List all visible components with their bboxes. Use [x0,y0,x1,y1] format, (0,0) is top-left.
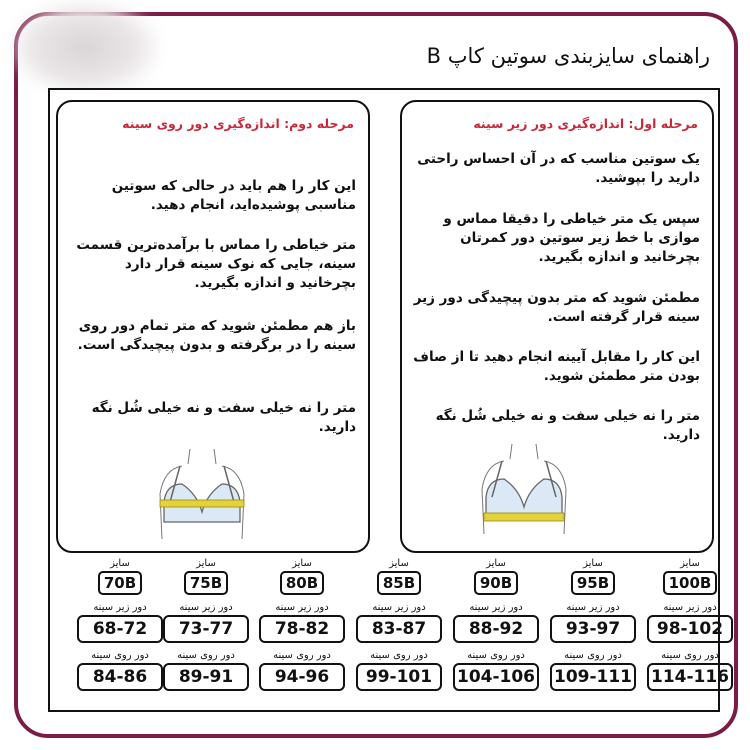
bust-value: 99-101 [356,663,442,691]
size-value: 90B [473,571,519,595]
size-value: 75B [183,571,229,595]
step1-paragraph: متر را نه خیلی سفت و نه خیلی شُل نگه دار… [435,408,700,443]
size-column: سایز 75B دور زیر سینه 73-77 دور روی سینه… [161,557,251,697]
size-label: سایز [196,558,216,569]
step1-paragraph: سپس یک متر خیاطی را دقیقا مماس و موازی ب… [443,211,700,265]
tape-measure-icon [483,512,565,522]
step1-paragraph: این کار را مقابل آیینه انجام دهید تا از … [413,349,700,384]
underbust-value: 83-87 [356,615,442,643]
size-column: سایز 70B دور زیر سینه 68-72 دور روی سینه… [75,557,165,697]
size-label: سایز [680,558,700,569]
step1-paragraph: مطمئن شوید که متر بدون پیچیدگی دور زیر س… [413,290,700,325]
underbust-value: 88-92 [453,615,539,643]
bust-value: 89-91 [163,663,249,691]
step2-heading: مرحله دوم: اندازه‌گیری دور روی سینه [122,116,354,131]
size-value: 95B [570,571,616,595]
size-value: 100B [662,571,718,595]
step1-heading: مرحله اول: اندازه‌گیری دور زیر سینه [473,116,698,131]
bust-value: 94-96 [259,663,345,691]
page-title: راهنمای سایزبندی سوتین کاپ B [426,44,710,68]
underbust-label: دور زیر سینه [93,602,147,613]
size-value: 80B [279,571,325,595]
step1-paragraph: یک سوتین مناسب که در آن احساس راحتی داری… [417,151,700,186]
size-column: سایز 85B دور زیر سینه 83-87 دور روی سینه… [354,557,444,697]
underbust-label: دور زیر سینه [566,602,620,613]
bust-label: دور روی سینه [370,650,428,661]
blurred-logo [10,0,160,95]
size-label: سایز [110,558,130,569]
bust-value: 104-106 [453,663,539,691]
size-value: 85B [376,571,422,595]
bust-value: 109-111 [550,663,636,691]
underbust-value: 98-102 [647,615,733,643]
size-value: 70B [97,571,143,595]
underbust-value: 68-72 [77,615,163,643]
underbust-label: دور زیر سینه [469,602,523,613]
size-column: سایز 95B دور زیر سینه 93-97 دور روی سینه… [548,557,638,697]
size-label: سایز [389,558,409,569]
size-label: سایز [583,558,603,569]
bust-label: دور روی سینه [661,650,719,661]
size-table: سایز 100B دور زیر سینه 98-102 دور روی سی… [60,557,733,707]
step2-paragraph: باز هم مطمئن شوید که متر تمام دور روی سی… [77,318,356,353]
underbust-value: 73-77 [163,615,249,643]
bust-label: دور روی سینه [467,650,525,661]
bust-value: 84-86 [77,663,163,691]
step2-paragraph: متر را نه خیلی سفت و نه خیلی شُل نگه دار… [91,400,356,435]
underbust-value: 78-82 [259,615,345,643]
tape-measure-icon [159,499,245,508]
size-label: سایز [486,558,506,569]
underbust-label: دور زیر سینه [372,602,426,613]
bust-measure-illustration [159,448,245,540]
step1-panel: مرحله اول: اندازه‌گیری دور زیر سینه یک س… [400,100,714,553]
underbust-measure-illustration [481,443,567,535]
bust-label: دور روی سینه [273,650,331,661]
underbust-label: دور زیر سینه [663,602,717,613]
size-column: سایز 100B دور زیر سینه 98-102 دور روی سی… [645,557,735,697]
step2-paragraph: متر خیاطی را مماس با برآمده‌ترین قسمت سی… [76,237,356,291]
underbust-value: 93-97 [550,615,636,643]
size-label: سایز [292,558,312,569]
bust-value: 114-116 [647,663,733,691]
step2-paragraph: این کار را هم باید در حالی که سوتین مناس… [111,178,356,213]
size-column: سایز 90B دور زیر سینه 88-92 دور روی سینه… [451,557,541,697]
size-column: سایز 80B دور زیر سینه 78-82 دور روی سینه… [257,557,347,697]
step2-panel: مرحله دوم: اندازه‌گیری دور روی سینه این … [56,100,370,553]
bust-label: دور روی سینه [564,650,622,661]
bust-label: دور روی سینه [177,650,235,661]
underbust-label: دور زیر سینه [275,602,329,613]
underbust-label: دور زیر سینه [179,602,233,613]
bust-label: دور روی سینه [91,650,149,661]
